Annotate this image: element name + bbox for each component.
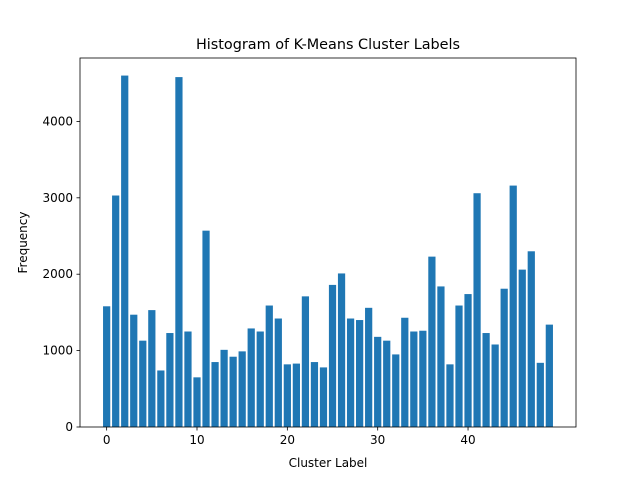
- bars: [103, 75, 553, 428]
- bar-cluster-29: [365, 307, 373, 427]
- bar-cluster-48: [536, 362, 544, 427]
- bar-cluster-15: [238, 351, 246, 427]
- bar-cluster-39: [455, 305, 463, 427]
- plot-frame: [79, 57, 577, 428]
- bar-cluster-11: [202, 230, 210, 427]
- y-tick-label: 0: [65, 420, 73, 434]
- bar-cluster-10: [193, 377, 201, 427]
- bar-cluster-36: [428, 256, 436, 427]
- bar-cluster-43: [491, 344, 499, 427]
- bar-cluster-6: [157, 370, 165, 427]
- bar-cluster-41: [473, 193, 481, 427]
- bar-cluster-21: [292, 363, 300, 427]
- y-tick-label: 3000: [42, 191, 73, 205]
- bar-cluster-5: [148, 310, 156, 427]
- x-tick-label: 20: [280, 433, 295, 447]
- y-axis-ticks: 0 1000 2000 3000 4000: [42, 114, 80, 434]
- bar-cluster-32: [392, 354, 400, 427]
- bar-cluster-22: [301, 296, 310, 427]
- bar-cluster-20: [283, 364, 291, 427]
- bar-cluster-34: [410, 331, 418, 427]
- bar-cluster-24: [319, 367, 328, 427]
- y-tick-label: 1000: [42, 344, 73, 358]
- y-axis-label: Frequency: [16, 212, 30, 274]
- x-axis-ticks: 0 10 20 30 40: [103, 427, 476, 447]
- bar-cluster-40: [464, 294, 472, 427]
- bar-cluster-37: [437, 286, 445, 427]
- bar-cluster-27: [346, 318, 355, 427]
- bar-cluster-19: [274, 318, 282, 427]
- bar-cluster-1: [112, 195, 120, 427]
- bar-cluster-47: [527, 251, 535, 427]
- bar-cluster-33: [401, 317, 409, 427]
- bar-cluster-12: [211, 362, 219, 427]
- bar-cluster-30: [374, 336, 382, 427]
- bar-cluster-38: [446, 364, 454, 427]
- bar-cluster-17: [256, 331, 264, 427]
- chart-title: Histogram of K-Means Cluster Labels: [196, 37, 460, 53]
- bar-cluster-25: [328, 284, 337, 427]
- bar-cluster-26: [337, 273, 346, 427]
- bar-cluster-0: [103, 306, 111, 427]
- x-axis-label: Cluster Label: [289, 456, 368, 470]
- bar-cluster-44: [500, 288, 508, 427]
- bar-cluster-18: [265, 305, 273, 427]
- x-tick-label: 0: [103, 433, 111, 447]
- bar-cluster-9: [184, 331, 192, 427]
- bar-cluster-42: [482, 333, 490, 427]
- bar-cluster-8: [175, 77, 183, 428]
- bar-cluster-46: [518, 269, 526, 427]
- bar-cluster-45: [509, 185, 517, 427]
- x-tick-label: 30: [370, 433, 385, 447]
- bar-cluster-31: [383, 340, 391, 427]
- y-tick-label: 4000: [42, 114, 73, 128]
- bar-cluster-14: [229, 356, 237, 427]
- x-tick-label: 10: [189, 433, 204, 447]
- bar-cluster-16: [247, 328, 255, 427]
- y-tick-label: 2000: [42, 267, 73, 281]
- x-tick-label: 40: [460, 433, 475, 447]
- bar-cluster-49: [545, 324, 553, 427]
- bar-cluster-7: [166, 333, 174, 427]
- bar-cluster-4: [139, 340, 147, 427]
- bar-cluster-35: [419, 330, 427, 427]
- bar-cluster-28: [356, 320, 364, 427]
- bar-cluster-3: [130, 314, 138, 427]
- bar-cluster-13: [220, 349, 228, 427]
- bar-cluster-23: [310, 362, 319, 427]
- bar-cluster-2: [121, 75, 129, 428]
